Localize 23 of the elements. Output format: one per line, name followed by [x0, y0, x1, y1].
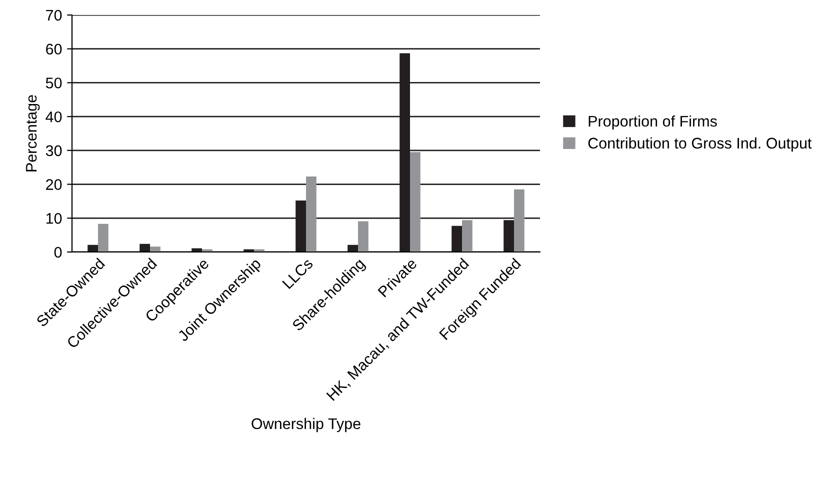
bar [150, 246, 160, 252]
y-tick-label: 30 [46, 145, 62, 156]
bar [514, 189, 524, 252]
y-axis-title: Percentage [26, 95, 40, 172]
bar [358, 221, 368, 252]
y-tick-label: 0 [54, 246, 62, 258]
bar [462, 220, 472, 252]
y-tick-label: 70 [46, 10, 62, 21]
y-tick-label: 60 [46, 44, 62, 55]
bar [348, 244, 358, 252]
bar [98, 224, 108, 252]
y-tick-label: 40 [46, 111, 62, 122]
bar [452, 226, 462, 252]
y-tick-label: 50 [46, 78, 62, 88]
bar [140, 244, 150, 252]
y-tick-label: 10 [46, 213, 62, 224]
bar [410, 152, 420, 252]
legend-label: Contribution to Gross Ind. Output [588, 137, 812, 152]
legend-label: Proportion of Firms [588, 115, 717, 130]
bar [88, 244, 98, 252]
x-axis-title: Ownership Type [252, 418, 360, 432]
y-tick-label: 20 [46, 179, 62, 190]
bar [306, 176, 316, 252]
